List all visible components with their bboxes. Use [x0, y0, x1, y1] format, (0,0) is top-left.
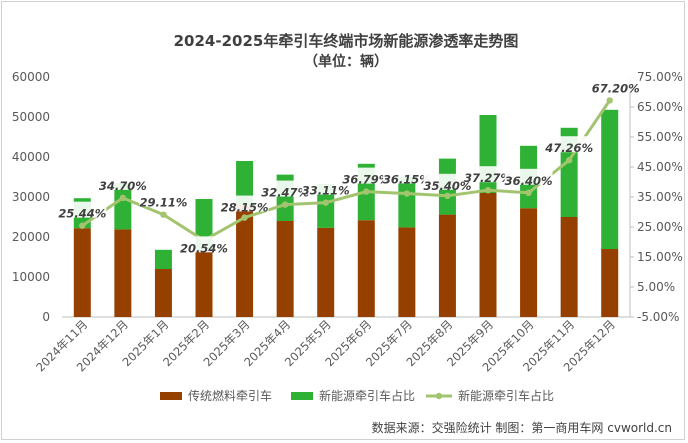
data-label: 34.70% [99, 179, 147, 193]
legend-traditional-swatch [160, 392, 182, 400]
y-right-tick-label: 65.00% [637, 100, 683, 114]
data-label-box [261, 180, 310, 197]
bar-traditional [317, 227, 335, 317]
data-label: 35.40% [423, 179, 471, 193]
data-label-box [464, 166, 512, 183]
bar-traditional [479, 193, 497, 317]
data-label: 20.54% [180, 241, 228, 255]
data-label: 33.11% [302, 184, 350, 198]
line-point [484, 186, 492, 194]
legend-traditional-label: 传统燃料牵引车 [188, 388, 272, 403]
line-point [322, 199, 329, 206]
line-point [241, 214, 248, 221]
line-point [565, 157, 573, 164]
line-point [403, 190, 411, 197]
line-point [444, 192, 451, 199]
y-right-tick-label: 25.00% [637, 220, 683, 234]
y-right-tick-label: 35.00% [637, 190, 683, 204]
y-right-tick-label: 75.00% [637, 70, 683, 84]
y-left-tick-label: 20000 [12, 230, 50, 244]
line-point [606, 97, 613, 104]
y-right-tick-label: 15.00% [637, 250, 683, 264]
data-label: 29.11% [139, 196, 187, 210]
line-point [281, 201, 289, 208]
data-label-box [545, 136, 594, 153]
bar-traditional [114, 229, 132, 317]
data-label-box [591, 76, 640, 93]
legend-new-energy-bar-swatch [291, 392, 313, 400]
chart-subtitle: （单位：辆） [304, 53, 388, 70]
bar-new-energy [398, 176, 416, 228]
data-label-box [220, 195, 269, 212]
data-label-box [180, 236, 228, 253]
data-label-box [139, 190, 188, 207]
data-label: 32.47% [261, 186, 309, 200]
data-label-box [58, 201, 107, 218]
y-right-tick-label: 45.00% [637, 160, 683, 174]
data-label: 36.79% [342, 173, 390, 187]
line-point [363, 188, 370, 195]
data-label: 67.20% [592, 81, 640, 95]
plot-area: 0 10000 20000 30000 40000 50000 60000 -5.00% 5.0… [12, 70, 683, 403]
line-new-energy-share [81, 99, 611, 242]
y-right-tick-label: -5.00% [637, 310, 679, 324]
bar-new-energy [236, 161, 254, 205]
data-label-box [382, 167, 431, 184]
y-right-tick-label: 55.00% [637, 130, 683, 144]
legend-new-energy-line-marker [435, 392, 443, 400]
source-note: 数据来源：交强险统计 制图：第一商用车网 cvworld.cn [372, 420, 672, 435]
bar-traditional [398, 227, 416, 317]
line-point [160, 211, 167, 218]
data-label: 36.15% [383, 173, 431, 187]
bar-traditional [520, 208, 538, 317]
bar-traditional [601, 249, 619, 317]
line-point [525, 189, 532, 196]
data-label: 25.44% [58, 207, 106, 221]
legend-new-energy-line-label: 新能源牵引车占比 [458, 388, 554, 403]
bar-traditional [73, 228, 91, 317]
bar-traditional [154, 269, 172, 317]
bar-traditional [236, 205, 254, 317]
bar-new-energy [154, 249, 172, 269]
line-point [79, 222, 86, 229]
data-label-box [98, 173, 147, 190]
data-label-box [504, 168, 553, 185]
legend-new-energy-bar-label: 新能源牵引车占比 [319, 388, 415, 403]
y-right-tick-label: 5.00% [637, 280, 675, 294]
y-left-tick-label: 0 [42, 310, 50, 324]
y-left-tick-label: 60000 [12, 70, 50, 84]
data-label-box [423, 173, 472, 190]
data-label-box [301, 178, 350, 195]
line-point [119, 194, 127, 202]
bar-traditional [276, 221, 294, 317]
data-label: 28.15% [221, 201, 269, 215]
data-label: 36.40% [505, 174, 553, 188]
bar-traditional [560, 217, 578, 317]
bar-traditional [195, 250, 213, 317]
bar-traditional [357, 220, 375, 317]
data-label: 37.27% [464, 171, 512, 185]
chart-title: 2024-2025年牵引车终端市场新能源渗透率走势图 [174, 32, 519, 50]
bar-new-energy [601, 109, 619, 249]
data-label-box [342, 167, 391, 184]
bar-traditional [438, 214, 456, 317]
y-left-tick-label: 10000 [12, 270, 50, 284]
bar-new-energy [114, 183, 132, 230]
y-left-tick-label: 40000 [12, 150, 50, 164]
data-label: 47.26% [544, 141, 593, 155]
y-left-tick-label: 50000 [12, 110, 50, 124]
y-left-tick-label: 30000 [12, 190, 50, 204]
